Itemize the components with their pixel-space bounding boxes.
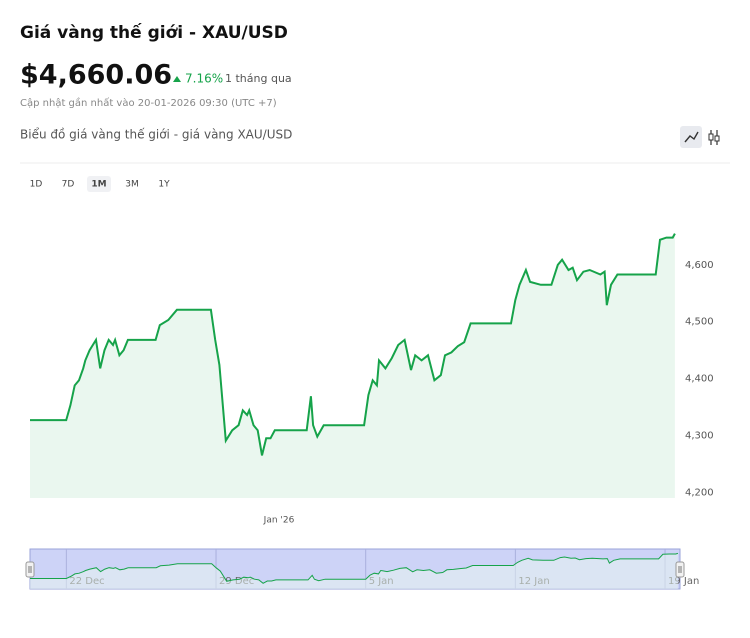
page-title: Giá vàng thế giới - XAU/USD	[20, 22, 288, 43]
area	[30, 233, 675, 498]
range-buttons: 1D 7D 1M 3M 1Y	[30, 176, 170, 192]
handle-body	[25, 561, 35, 578]
chart-heading: Biểu đồ giá vàng thế giới - giá vàng XAU…	[20, 128, 292, 142]
range-label: 1D	[30, 180, 43, 190]
range-label: 3M	[125, 180, 139, 190]
range-button[interactable]: 7D	[62, 180, 75, 190]
navigator-handle[interactable]	[25, 561, 35, 578]
chart: 4,200 4,300 4,400 4,500 4,600 Jan '26	[30, 233, 714, 526]
navigator-series	[30, 552, 679, 589]
area	[30, 553, 678, 589]
line-icon	[684, 131, 699, 143]
active-bg	[87, 176, 111, 192]
line	[30, 552, 679, 584]
line-view-button[interactable]	[680, 126, 702, 148]
range-label: 1M	[91, 180, 106, 190]
range-label: 7D	[62, 180, 75, 190]
range-button[interactable]: 3M	[125, 180, 139, 190]
candle-icon	[714, 135, 720, 142]
candle-icon	[708, 133, 714, 141]
x-tick-label: Jan '26	[263, 516, 295, 526]
line	[30, 233, 676, 456]
range-button[interactable]: 1Y	[158, 180, 170, 190]
candle-view-button[interactable]	[708, 130, 720, 145]
range-button[interactable]: 1M	[87, 176, 111, 192]
y-tick-label: 4,400	[685, 374, 714, 385]
y-tick-label: 4,200	[685, 487, 714, 498]
handle-grip	[678, 566, 682, 573]
y-tick-label: 4,600	[685, 260, 714, 271]
range-button[interactable]: 1D	[30, 180, 43, 190]
period: 1 tháng qua	[225, 72, 292, 85]
navigator-handle[interactable]	[675, 561, 685, 578]
up-arrow	[173, 76, 181, 82]
change: 7.16%	[185, 72, 223, 86]
updated: Cập nhật gần nhất vào 20-01-2026 09:30 (…	[20, 97, 277, 109]
navigator-tick-label: 19 Jan	[668, 576, 699, 587]
handle-grip	[28, 566, 32, 573]
range-label: 1Y	[158, 180, 170, 190]
handle-body	[675, 561, 685, 578]
price: $4,660.06	[20, 60, 172, 91]
navigator: 22 Dec29 Dec5 Jan12 Jan19 Jan	[25, 548, 699, 590]
y-tick-label: 4,300	[685, 430, 714, 441]
y-tick-label: 4,500	[685, 317, 714, 328]
